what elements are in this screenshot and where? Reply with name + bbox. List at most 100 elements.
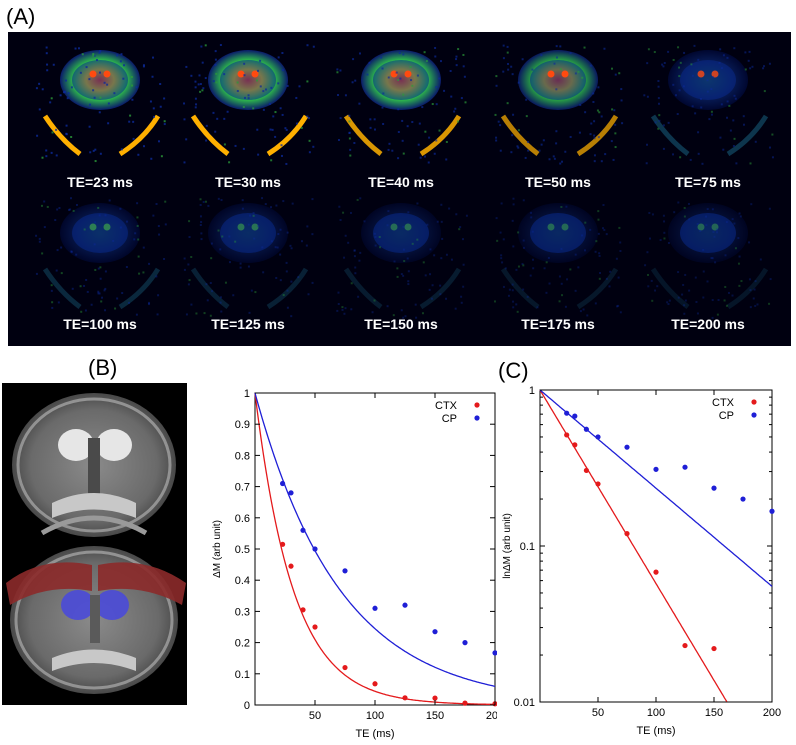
data-point-cp [372, 605, 378, 611]
data-point-ctx [300, 607, 306, 613]
fit-line-ctx [539, 389, 728, 702]
brain-slice-top [12, 393, 176, 537]
y-tick-label: 0.1 [235, 669, 250, 681]
mri-slice [183, 44, 315, 165]
fit-line-cp [539, 389, 773, 587]
y-tick-label: 0.3 [235, 606, 250, 618]
data-point-ctx [432, 695, 438, 701]
data-point-ctx [711, 645, 717, 652]
legend-label-cp: CP [719, 410, 734, 422]
data-point-cp [288, 490, 294, 496]
x-tick-label: 50 [592, 707, 604, 719]
decay-chart-log: 50 100 150 200 0.01 0.1 1 TE (ms) lnΔM (arb un… [502, 385, 781, 737]
y-tick-label: 0.5 [235, 544, 250, 556]
data-point-cp [312, 546, 318, 552]
legend-marker-cp [474, 415, 480, 421]
y-tick-label: 0.2 [235, 638, 250, 650]
y-tick-label: 0.8 [235, 450, 250, 462]
legend: CTX CP [435, 400, 480, 425]
panel-label-b: (B) [88, 355, 118, 380]
y-tick-label: 0.9 [235, 419, 250, 431]
data-point-ctx [288, 563, 294, 569]
y-tick-label: 0.4 [235, 575, 250, 587]
x-tick-label: 150 [705, 707, 723, 719]
x-tick-label: 200 [763, 707, 781, 719]
data-point-ctx [572, 442, 578, 448]
data-point-cp [492, 650, 497, 656]
data-point-cp [564, 410, 570, 416]
data-point-ctx [653, 569, 659, 575]
data-point-cp [624, 444, 630, 450]
data-point-cp [280, 480, 286, 487]
panel-label-a: (A) [6, 4, 36, 29]
data-point-cp [583, 426, 589, 432]
y-tick-label: 1 [244, 388, 250, 400]
mri-slice [35, 197, 167, 316]
te-label: TE=150 ms [364, 316, 438, 332]
data-point-ctx [564, 432, 570, 438]
fit-line-cp [254, 392, 496, 687]
mri-slice [183, 197, 314, 318]
data-point-cp [769, 508, 775, 514]
data-point-ctx [583, 467, 589, 474]
ctx-roi-left [6, 562, 92, 605]
x-tick-label: 100 [366, 710, 384, 722]
data-point-cp [300, 527, 306, 533]
cp-roi-right [95, 590, 129, 620]
legend-marker-cp [751, 412, 757, 418]
te-label: TE=75 ms [675, 174, 741, 190]
x-axis-label: TE (ms) [636, 725, 675, 737]
mri-slice [336, 46, 467, 164]
data-point-cp [462, 640, 468, 646]
te-label: TE=200 ms [671, 316, 745, 332]
mri-slice [644, 201, 772, 319]
data-point-ctx [372, 681, 378, 687]
y-axis-label: ΔM (arb unit) [212, 520, 223, 578]
x-tick-label: 50 [309, 710, 321, 722]
y-tick-label: 0.01 [514, 697, 535, 709]
legend-label-ctx: CTX [712, 397, 735, 409]
data-point-cp [682, 464, 688, 470]
data-point-cp [595, 434, 601, 440]
data-point-ctx [682, 642, 688, 649]
te-label: TE=23 ms [67, 174, 133, 190]
mri-slice [35, 46, 166, 163]
legend-marker-ctx [751, 399, 757, 405]
data-point-cp [711, 485, 717, 491]
cp-roi-left [61, 590, 95, 620]
mri-images [35, 44, 774, 319]
brain-roi-image [2, 383, 187, 705]
data-point-cp [342, 568, 348, 574]
decay-chart-linear: 50 100 150 200 0 0.1 0.2 0.3 0.4 0.5 0.6 0.7 0.8 0.9 1… [212, 388, 497, 740]
data-point-ctx [624, 531, 630, 537]
mri-slice [494, 44, 624, 165]
legend-label-ctx: CTX [435, 400, 458, 412]
te-label: TE=30 ms [215, 174, 281, 190]
mri-slice [336, 197, 468, 319]
y-tick-label: 0.1 [520, 541, 535, 553]
x-tick-label: 100 [647, 707, 665, 719]
te-label: TE=40 ms [368, 174, 434, 190]
brain-roi-svg [6, 393, 186, 694]
y-tick-label: 1 [529, 385, 535, 397]
data-point-ctx [595, 481, 601, 487]
ctx-roi-right [98, 562, 186, 605]
plot-frame [254, 392, 496, 706]
data-point-cp [402, 602, 408, 608]
x-tick-label: 200 [486, 710, 497, 722]
data-point-cp [572, 413, 578, 419]
legend: CTX CP [712, 397, 757, 422]
data-point-ctx [402, 695, 408, 701]
te-label: TE=100 ms [63, 316, 137, 332]
data-point-ctx [462, 700, 468, 706]
data-point-ctx [342, 664, 348, 671]
y-tick-label: 0.6 [235, 513, 250, 525]
x-axis-label: TE (ms) [355, 728, 394, 740]
mri-slice [643, 44, 774, 165]
legend-label-cp: CP [442, 413, 457, 425]
plot-frame [539, 389, 773, 703]
fit-line-ctx [254, 392, 495, 706]
data-point-cp [740, 496, 746, 502]
te-label: TE=50 ms [525, 174, 591, 190]
mri-slice [493, 197, 622, 317]
